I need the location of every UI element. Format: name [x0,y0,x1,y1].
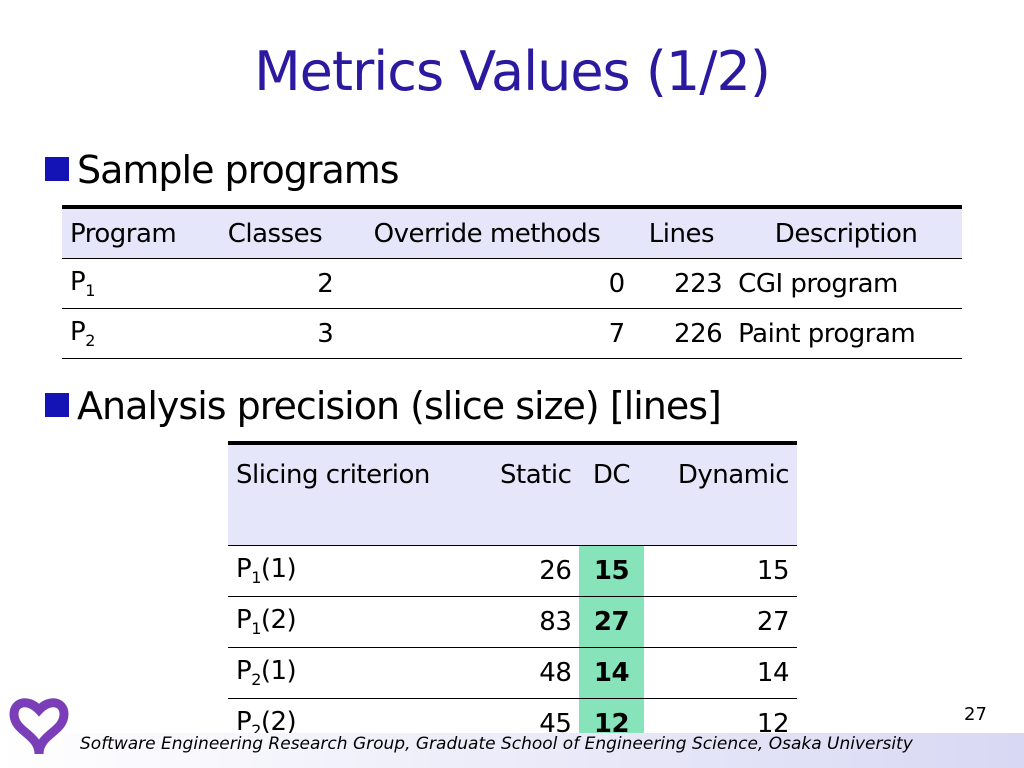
bullet: Sample programs [45,148,400,192]
cell: 15 [579,545,644,597]
cell: 14 [579,647,644,699]
header-cell: Slicing criterion [228,443,474,546]
cell-text-sub: 2 [85,331,95,351]
cell-text-suffix: (2) [260,605,297,636]
logo [9,698,69,755]
cell: P1(2) [228,596,474,648]
cell: 3 [208,308,342,359]
programs-table: Program Classes Override methods Lines Descr… [62,205,962,359]
header-cell: Override methods [341,207,633,259]
cell-text-suffix: (1) [260,656,297,687]
row: P2(1) 48 14 14 [228,647,797,699]
header-cell: Classes [208,207,342,259]
header-cell: Dynamic [643,443,797,546]
row: P1 2 0 223 CGI program [62,258,962,309]
cell-text-base: P [236,656,252,687]
row: P2 3 7 226 Paint program [62,308,962,359]
header-cell: Lines [632,207,731,259]
cell: 27 [579,596,644,648]
cell-text-sub: 2 [251,670,261,690]
cell: 226 [632,308,731,359]
cell: 7 [341,308,633,359]
header-row: Slicing criterion Static DC Dynamic [228,443,797,546]
cell-text-sub: 1 [251,619,261,639]
cell-text-sub: 1 [251,568,261,588]
cell: 27 [643,596,797,648]
header-cell: DC [579,443,644,546]
cell: 48 [474,647,580,699]
header-cell: Description [730,207,962,259]
cell: 0 [341,258,633,309]
cell-text-base: P [236,554,252,585]
cell: P1(1) [228,545,474,597]
cell: 83 [474,596,580,648]
header-row: Program Classes Override methods Lines Descr… [62,207,962,259]
cell-text-base: P [236,707,252,738]
cell: CGI program [730,258,962,309]
cell-text-base: P [70,266,86,297]
cell-text-suffix: (2) [260,707,297,738]
header-cell: Static [474,443,580,546]
cell: 14 [643,647,797,699]
cell-text-base: P [70,316,86,347]
cell: 223 [632,258,731,309]
page-number: 27 [964,704,987,725]
cell-text-base: P [236,605,252,636]
footer-bar [0,733,1024,768]
cell: P2 [62,308,209,359]
footer: Software Engineering Research Group, Gra… [80,734,913,754]
cell-text-sub: 2 [251,721,261,741]
precision-table: Slicing criterion Static DC Dynamic P1(1) 26 1… [228,441,797,750]
cell-text-sub: 1 [85,281,95,301]
cell: 2 [208,258,342,309]
cell: Paint program [730,308,962,359]
bullet: Analysis precision (slice size) [lines] [45,384,722,428]
row: P1(1) 26 15 15 [228,545,797,597]
cell: P1 [62,258,209,309]
cell: 15 [643,545,797,597]
header-cell: Program [62,207,209,259]
cell-text-suffix: (1) [260,554,297,585]
slide-title: Metrics Values (1/2) [254,40,771,103]
cell: 26 [474,545,580,597]
row: P1(2) 83 27 27 [228,596,797,648]
cell: P2(1) [228,647,474,699]
